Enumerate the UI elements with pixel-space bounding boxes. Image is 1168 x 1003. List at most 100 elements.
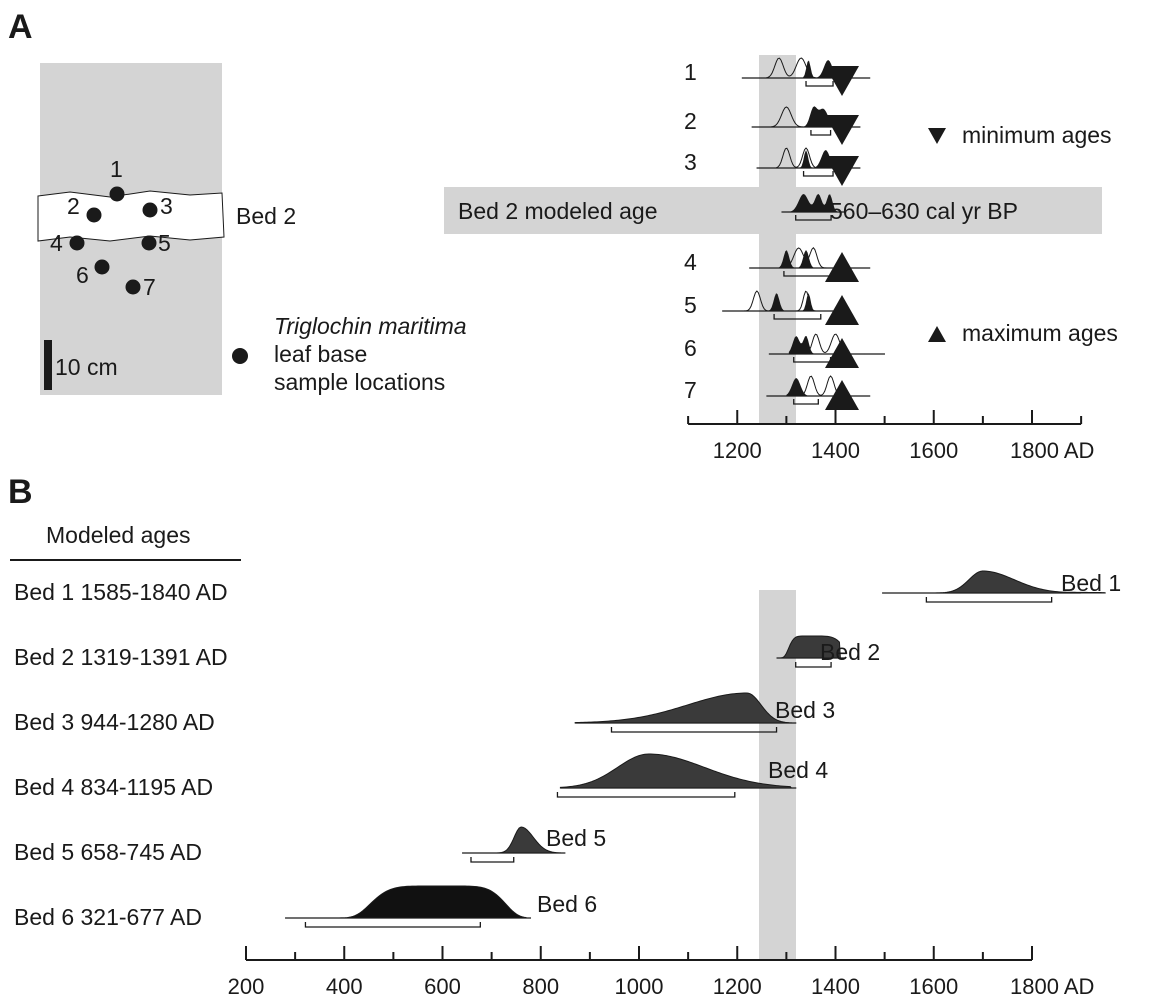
maximum-age-marker [825, 380, 859, 410]
legend-max-triangle [928, 326, 946, 342]
sample-dot-6 [94, 259, 110, 275]
bed-tag: Bed 2 [820, 639, 880, 665]
bed-range-bracket [470, 857, 515, 863]
axis-tick-label: 1600 [909, 438, 958, 463]
sample-modeled-fill [769, 250, 851, 268]
bed-tag: Bed 4 [768, 757, 828, 783]
panel-b-chart: Bed 1 1585-1840 AD Bed 1 Bed 2 1319-1391 A… [14, 570, 1121, 999]
bed-range-bracket [795, 662, 832, 668]
sample-row-label: 1 [684, 59, 697, 85]
panel-a-letter: A [8, 8, 33, 46]
scale-bar [44, 340, 52, 390]
minimum-age-marker [825, 115, 859, 145]
bed-distributions [285, 570, 1106, 928]
bed-distribution [776, 635, 841, 659]
legend-species: Triglochin maritima [274, 313, 467, 339]
sample-row-label: 5 [684, 292, 697, 318]
sample-row-label: 2 [684, 108, 697, 134]
legend-dot [232, 348, 248, 364]
sample-dot-2 [86, 207, 102, 223]
axis-tick-label: 1400 [811, 974, 860, 999]
minimum-age-marker [825, 66, 859, 96]
sample-row-label: 7 [684, 377, 697, 403]
sample-label-1: 1 [110, 156, 123, 182]
bed-range-bracket [925, 597, 1053, 603]
axis-tick-label: 800 [522, 974, 559, 999]
bed-age-label: Bed 3 944-1280 AD [14, 709, 215, 735]
panel-a-chart: 1 2 3 4 5 6 7 Bed 2 modeled age 560–630 cal yr… [444, 55, 1118, 463]
age-markers [825, 66, 859, 410]
legend-line-2: leaf base [274, 341, 367, 367]
axis-tick-label: 1000 [615, 974, 664, 999]
sample-range-bracket [773, 314, 822, 320]
sample-dot-5 [141, 235, 157, 251]
sample-row-label: 3 [684, 149, 697, 175]
max-ages-label: maximum ages [962, 320, 1118, 346]
bed-age-label: Bed 6 321-677 AD [14, 904, 202, 930]
axis-tick-label: 200 [228, 974, 265, 999]
sample-modeled-fill [776, 149, 841, 168]
bed-distribution [574, 692, 792, 724]
scale-label: 10 cm [55, 354, 118, 380]
sample-row-labels: 1 2 3 4 5 6 7 [684, 59, 697, 403]
legend-sample-locations: Triglochin maritima leaf base sample loc… [232, 313, 467, 395]
legend-min-triangle [928, 128, 946, 144]
sample-modeled-fill [788, 335, 865, 354]
bed-range-bracket [304, 922, 481, 928]
min-ages-label: minimum ages [962, 122, 1112, 148]
sample-modeled-fill [761, 60, 851, 78]
bed-range-bracket [610, 727, 778, 733]
legend-line-3: sample locations [274, 369, 445, 395]
axis-tick-label: 1800 AD [1010, 974, 1094, 999]
sample-range-bracket [810, 130, 832, 136]
bed-tag: Bed 1 [1061, 570, 1121, 596]
sample-dot-3 [142, 202, 158, 218]
sample-dot-7 [125, 279, 141, 295]
panel-a-axis: 1200 1400 1600 1800 AD [687, 410, 1094, 463]
maximum-age-marker [825, 295, 859, 325]
sample-row-label: 4 [684, 249, 697, 275]
maximum-age-marker [825, 252, 859, 282]
panel-b-letter: B [8, 473, 33, 511]
bed-distribution [882, 570, 1106, 594]
sample-range-bracket [805, 81, 834, 87]
sample-distributions [722, 57, 885, 405]
core-diagram: 1 2 3 4 5 6 7 10 cm [37, 63, 225, 395]
bed2-modeled-fill [788, 193, 838, 212]
bed-distribution [559, 753, 793, 789]
axis-tick-label: 1200 [713, 438, 762, 463]
axis-tick-label: 1800 AD [1010, 438, 1094, 463]
bed2-range-bracket [795, 215, 832, 221]
bed-tag: Bed 3 [775, 697, 835, 723]
sample-dot-4 [69, 235, 85, 251]
bed-2-layer [37, 190, 225, 242]
bed-age-label: Bed 4 834-1195 AD [14, 774, 213, 800]
sample-label-3: 3 [160, 193, 173, 219]
axis-tick-label: 1400 [811, 438, 860, 463]
bed-distribution [462, 826, 561, 854]
panel-b-title: Modeled ages [46, 522, 191, 548]
core-bed-label: Bed 2 [236, 203, 296, 229]
sample-range-bracket [793, 357, 832, 363]
axis-tick-label: 600 [424, 974, 461, 999]
bed-distribution [300, 885, 527, 919]
sample-dot-1 [109, 186, 125, 202]
maximum-age-marker [825, 338, 859, 368]
axis-tick-label: 1200 [713, 974, 762, 999]
bed-tag: Bed 6 [537, 891, 597, 917]
bed-age-label: Bed 1 1585-1840 AD [14, 579, 228, 605]
modeled-age-label: Bed 2 modeled age [458, 198, 658, 224]
modeled-age-range: 560–630 cal yr BP [830, 198, 1018, 224]
sample-row-label: 6 [684, 335, 697, 361]
sample-label-2: 2 [67, 193, 80, 219]
panel-b-axis: 200 400 600 800 1000 1200 1400 1600 1800 AD [228, 946, 1094, 999]
axis-tick-label: 1600 [909, 974, 958, 999]
sample-label-4: 4 [50, 230, 63, 256]
sample-modeled-fill [742, 293, 826, 311]
bed-labels: Bed 1 1585-1840 AD Bed 1 Bed 2 1319-1391 A… [14, 570, 1121, 930]
bed-range-bracket [556, 792, 736, 798]
axis-tick-label: 400 [326, 974, 363, 999]
sample-modeled-fill [771, 106, 841, 127]
sample-range-bracket [802, 171, 834, 177]
